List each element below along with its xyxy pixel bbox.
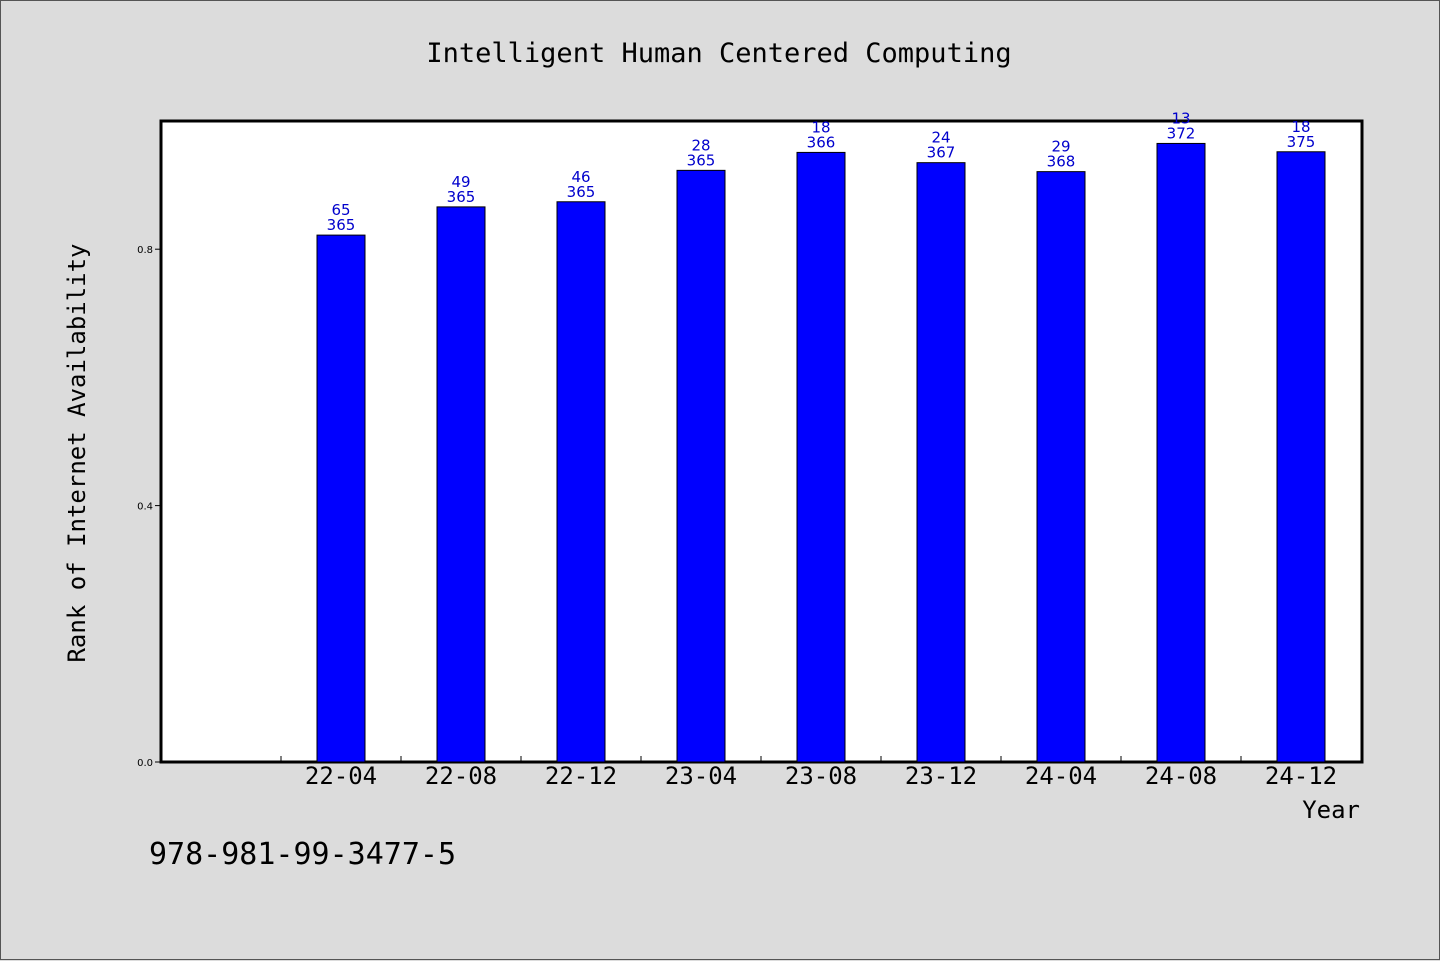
y-axis-ticks: 0.0 0.4 0.8 [137,245,161,769]
bar-label-bottom: 366 [807,133,836,151]
x-tick-label: 22-08 [425,762,497,790]
bar [436,206,486,763]
x-tick-label: 23-12 [905,762,977,790]
bar-label-top: 18 [1291,118,1310,136]
bar [676,169,726,763]
x-tick-label: 23-04 [665,762,737,790]
y-tick-label: 0.0 [137,758,153,769]
bar [916,162,966,763]
bar [796,151,846,763]
bars-group [316,142,1326,763]
bar-label-bottom: 365 [567,183,596,201]
x-tick-label: 24-08 [1145,762,1217,790]
bar-label-bottom: 365 [447,188,476,206]
bar [556,201,606,763]
bar [1036,171,1086,763]
bar-label-bottom: 372 [1167,124,1196,142]
bar-label-bottom: 367 [927,144,956,162]
bar-label-bottom: 365 [687,151,716,169]
bar-label-top: 24 [931,129,950,147]
isbn-footer: 978-981-99-3477-5 [149,837,456,872]
bar-label-bottom: 375 [1287,133,1316,151]
bar [1156,142,1206,763]
y-tick-label: 0.8 [137,245,153,256]
x-tick-label: 22-04 [305,762,377,790]
bar-label-top: 46 [571,168,590,186]
bar-label-bottom: 365 [327,216,356,234]
bar-label-top: 29 [1051,138,1070,156]
bar-label-bottom: 368 [1047,153,1076,171]
bar-label-top: 65 [331,201,350,219]
x-tick-label: 24-04 [1025,762,1097,790]
x-tick-label: 24-12 [1265,762,1337,790]
bar-label-top: 28 [691,136,710,154]
x-tick-label: 22-12 [545,762,617,790]
x-axis-label: Year [1302,796,1360,824]
bar-label-top: 13 [1171,109,1190,127]
x-axis-ticks: 22-04 22-08 22-12 23-04 23-08 23-12 24-04 24-08… [280,756,1337,790]
bar-label-top: 18 [811,118,830,136]
bar [1276,151,1326,763]
y-tick-label: 0.4 [137,502,153,513]
bar-label-top: 49 [451,173,470,191]
x-tick-label: 23-08 [785,762,857,790]
y-axis-label: Rank of Internet Availability [63,243,91,662]
chart-title: Intelligent Human Centered Computing [426,38,1011,69]
bar [316,234,366,763]
